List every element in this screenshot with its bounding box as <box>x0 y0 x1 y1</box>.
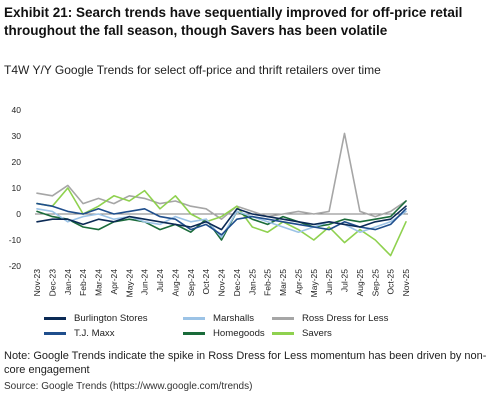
chart-title: Exhibit 21: Search trends have sequentia… <box>4 5 463 38</box>
legend-label: Ross Dress for Less <box>302 313 389 324</box>
y-tick-label: -20 <box>9 261 22 271</box>
x-tick-label: Nov-25 <box>401 269 411 297</box>
legend-label: Savers <box>302 328 332 339</box>
chart-legend: Burlington Stores Marshalls Ross Dress for… <box>44 313 484 347</box>
legend-label: Homegoods <box>213 328 265 339</box>
legend-item: Savers <box>272 328 332 339</box>
x-tick-label: Sep-25 <box>370 269 380 297</box>
x-tick-label: Aug-25 <box>355 269 365 297</box>
x-tick-label: Oct-24 <box>201 269 211 295</box>
y-tick-label: 30 <box>12 131 22 141</box>
series-line-burlington-stores <box>36 205 407 231</box>
series-line-t-j-maxx <box>36 202 407 236</box>
x-tick-label: Nov-24 <box>217 269 227 297</box>
x-tick-label: May-24 <box>124 269 134 298</box>
line-chart: -20 -10 0 10 20 30 40 Nov-23 Dec-23 Jan-24 Feb-24 M… <box>9 105 411 298</box>
legend-swatch <box>183 332 205 335</box>
legend-swatch <box>183 317 205 320</box>
y-tick-label: 20 <box>12 157 22 167</box>
x-tick-label: Aug-24 <box>170 269 180 297</box>
x-tick-label: Apr-24 <box>109 269 119 295</box>
chart-subtitle: T4W Y/Y Google Trends for select off-pri… <box>4 63 381 77</box>
x-tick-label: Oct-25 <box>386 269 396 295</box>
x-tick-label: Sep-24 <box>186 269 196 297</box>
legend-item: Burlington Stores <box>44 313 148 324</box>
x-tick-label: Dec-24 <box>232 269 242 297</box>
series-line-savers <box>36 187 407 257</box>
x-tick-label: Jul-24 <box>155 269 165 292</box>
legend-label: Marshalls <box>213 313 255 324</box>
legend-swatch <box>44 332 66 335</box>
x-tick-label: Jan-25 <box>247 269 257 295</box>
x-tick-label: May-25 <box>309 269 319 298</box>
legend-item: Ross Dress for Less <box>272 313 388 324</box>
legend-item: Marshalls <box>183 313 254 324</box>
x-tick-label: Mar-24 <box>94 269 104 296</box>
legend-label: Burlington Stores <box>74 313 148 324</box>
x-tick-label: Jan-24 <box>63 269 73 295</box>
legend-swatch <box>272 332 294 335</box>
legend-swatch <box>272 317 294 320</box>
series-line-homegoods <box>36 200 407 241</box>
legend-label: T.J. Maxx <box>74 328 115 339</box>
x-tick-label: Mar-25 <box>278 269 288 296</box>
legend-item: T.J. Maxx <box>44 328 115 339</box>
legend-item: Homegoods <box>183 328 265 339</box>
x-tick-label: Feb-25 <box>263 269 273 296</box>
series-line-ross-dress-for-less <box>36 132 407 220</box>
x-tick-label: Jun-25 <box>324 269 334 295</box>
x-tick-label: Dec-23 <box>47 269 57 297</box>
y-tick-label: -10 <box>9 235 22 245</box>
y-tick-label: 40 <box>12 105 22 115</box>
x-tick-label: Nov-23 <box>32 269 42 297</box>
x-tick-label: Feb-24 <box>78 269 88 296</box>
source-line: Source: Google Trends (https://www.googl… <box>4 381 253 392</box>
y-tick-label: 10 <box>12 183 22 193</box>
legend-swatch <box>44 317 66 320</box>
x-tick-label: Jul-25 <box>340 269 350 292</box>
footnote: Note: Google Trends indicate the spike i… <box>4 350 487 376</box>
x-tick-label: Jun-24 <box>140 269 150 295</box>
y-tick-label: 0 <box>16 209 21 219</box>
x-tick-label: Apr-25 <box>293 269 303 295</box>
